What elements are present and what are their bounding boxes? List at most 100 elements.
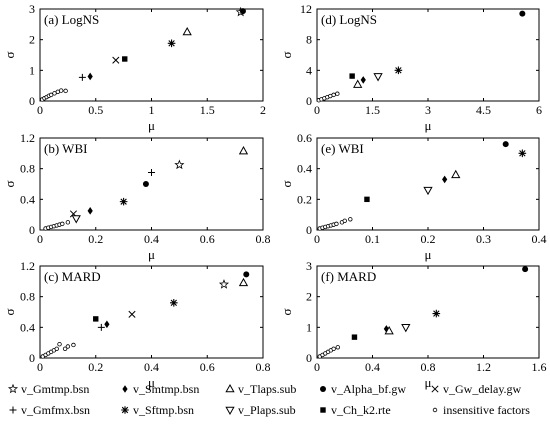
data-point xyxy=(65,344,71,349)
x-tick-label: 1.5 xyxy=(365,103,380,117)
legend-item: v_Gmtmp.bsn xyxy=(7,382,89,396)
x-axis-label: μ xyxy=(148,247,155,262)
data-point xyxy=(342,218,347,223)
legend-item: insensitive factors xyxy=(432,403,530,417)
x-tick-label: 0.6 xyxy=(200,360,215,374)
data-point xyxy=(502,141,509,148)
data-point xyxy=(394,66,403,75)
data-point xyxy=(71,215,81,224)
panel-title: (f) MARD xyxy=(321,269,376,284)
legend-label: v_Ch_k2.rte xyxy=(331,403,391,417)
panel-d: 0 1.5 3 4.5 6 0 4 8 12 μ σ (d) LogNS xyxy=(279,2,542,133)
y-tick-label: 0 xyxy=(306,94,312,108)
panel-f: 0 0.4 0.8 1.2 1.6 0 1 2 3 μ σ (f) MARD xyxy=(279,259,547,390)
x-axis-label: μ xyxy=(425,247,432,262)
y-tick-label: 0 xyxy=(29,94,35,108)
x-tick-label: 0 xyxy=(314,232,320,246)
y-tick-label: 0.2 xyxy=(297,192,312,206)
data-point xyxy=(334,221,339,227)
data-point xyxy=(119,197,128,206)
x-tick-label: 4.5 xyxy=(476,103,491,117)
y-tick-label: 8 xyxy=(306,33,312,47)
panel-title: (b) WBI xyxy=(44,141,87,156)
data-point xyxy=(122,56,128,62)
y-tick-label: 3 xyxy=(29,2,35,16)
data-point xyxy=(78,73,86,81)
data-point xyxy=(331,346,336,351)
x-tick-label: 0.3 xyxy=(476,232,491,246)
data-point xyxy=(142,181,149,187)
x-axis-label: μ xyxy=(148,118,155,133)
legend: v_Gmtmp.bsn v_Smtmp.bsn v_Tlaps.sub v_Alpha… xyxy=(7,382,530,417)
x-tick-label: 0.6 xyxy=(200,232,215,246)
y-tick-label: 0.8 xyxy=(20,290,35,304)
x-tick-label: 0 xyxy=(37,232,43,246)
legend-label: v_Smtmp.bsn xyxy=(133,382,199,396)
panel-title: (e) WBI xyxy=(321,141,364,156)
y-axis-label: σ xyxy=(279,308,294,315)
x-tick-label: 0.8 xyxy=(256,232,271,246)
x-tick-label: 0.8 xyxy=(256,360,271,374)
legend-marker xyxy=(432,407,438,413)
data-point xyxy=(57,342,62,347)
x-tick-label: 0.4 xyxy=(144,360,159,374)
data-point xyxy=(104,320,110,329)
data-point xyxy=(54,346,59,351)
data-point xyxy=(331,92,336,98)
data-point xyxy=(62,346,68,351)
x-tick-label: 1.5 xyxy=(200,103,215,117)
legend-item: v_Gmfmx.bsn xyxy=(9,403,90,417)
data-point xyxy=(93,316,99,322)
data-points xyxy=(317,266,529,359)
data-points xyxy=(43,146,249,231)
y-tick-label: 0 xyxy=(29,223,35,237)
y-tick-label: 1 xyxy=(306,320,312,334)
data-point xyxy=(384,325,394,335)
legend-item: v_Ch_k2.rte xyxy=(320,403,391,417)
panel-e: 0 0.1 0.2 0.3 0.4 0 0.2 0.4 0.6 μ σ (e) WBI xyxy=(279,131,547,262)
legend-label: v_Tlaps.sub xyxy=(238,382,296,396)
y-tick-label: 1 xyxy=(29,63,35,77)
data-point xyxy=(87,72,93,81)
data-point xyxy=(238,277,249,287)
x-tick-label: 0.4 xyxy=(365,360,380,374)
data-points xyxy=(40,6,246,102)
x-tick-label: 2 xyxy=(260,103,266,117)
legend-item: v_Gw_delay.gw xyxy=(431,382,522,396)
x-tick-label: 1.6 xyxy=(532,360,547,374)
x-axis-label: μ xyxy=(148,375,155,390)
panel-a: 0 0.5 1 1.5 2 0 1 2 3 μ σ (a) LogNS xyxy=(2,2,266,133)
y-tick-label: 0.4 xyxy=(20,320,35,334)
legend-marker xyxy=(7,383,19,394)
y-tick-label: 0 xyxy=(306,351,312,365)
data-point xyxy=(335,91,340,96)
data-point xyxy=(373,73,383,82)
data-point xyxy=(182,26,192,36)
legend-item: v_Tlaps.sub xyxy=(225,382,296,396)
x-axis-label: μ xyxy=(425,118,432,133)
x-tick-label: 1 xyxy=(149,103,155,117)
data-points xyxy=(316,10,526,103)
x-tick-label: 0.4 xyxy=(144,232,159,246)
data-points xyxy=(40,271,250,359)
legend-label: v_Gmtmp.bsn xyxy=(21,382,89,396)
legend-marker xyxy=(320,407,326,413)
data-point xyxy=(348,217,353,222)
data-point xyxy=(238,146,249,155)
x-tick-label: 0.2 xyxy=(421,232,436,246)
legend-marker xyxy=(9,406,17,414)
x-tick-label: 3 xyxy=(425,103,431,117)
data-point xyxy=(401,324,411,333)
data-point xyxy=(518,149,527,158)
x-tick-label: 0.5 xyxy=(88,103,103,117)
x-tick-label: 6 xyxy=(536,103,542,117)
panel-title: (d) LogNS xyxy=(321,12,377,27)
legend-label: v_Gw_delay.gw xyxy=(443,382,522,396)
data-point xyxy=(442,175,448,184)
data-point xyxy=(519,10,526,17)
y-axis-label: σ xyxy=(2,51,17,58)
y-tick-label: 2 xyxy=(29,33,35,47)
y-tick-label: 3 xyxy=(306,259,312,273)
